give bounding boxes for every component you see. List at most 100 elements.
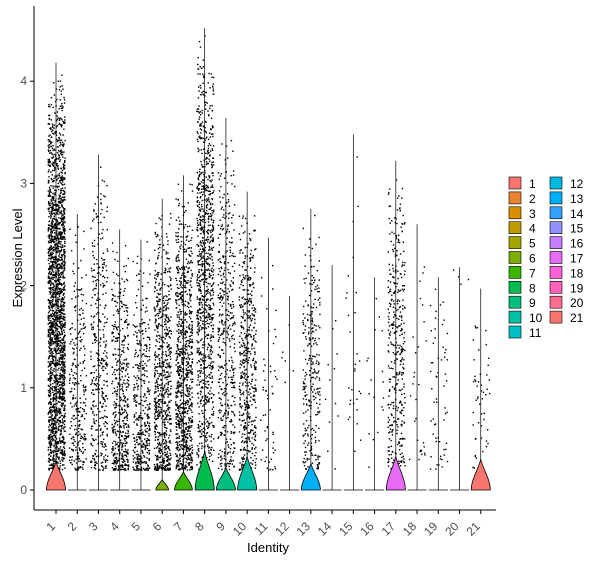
data-point: [122, 382, 125, 384]
data-point: [181, 418, 183, 421]
data-point: [177, 325, 179, 328]
data-point: [93, 376, 95, 379]
data-point: [122, 349, 124, 352]
data-point: [50, 136, 53, 138]
data-point: [191, 392, 193, 394]
data-point: [164, 270, 166, 272]
data-point: [64, 160, 66, 163]
data-point: [61, 215, 63, 217]
data-point: [168, 365, 171, 368]
data-point: [148, 403, 151, 406]
data-point: [177, 241, 180, 243]
data-point: [127, 464, 130, 466]
data-point: [57, 268, 59, 270]
data-point: [54, 375, 56, 377]
data-point: [49, 106, 51, 108]
data-point: [101, 431, 103, 434]
data-point: [64, 453, 66, 455]
data-point: [64, 167, 66, 169]
data-point: [155, 403, 157, 406]
data-point: [49, 339, 52, 342]
data-point: [168, 458, 170, 460]
data-point: [159, 317, 162, 319]
data-point: [60, 150, 62, 152]
data-point: [165, 319, 167, 322]
data-point: [92, 342, 94, 344]
data-point: [146, 437, 148, 440]
data-point: [53, 235, 56, 238]
data-point: [166, 257, 168, 259]
data-point: [52, 322, 54, 325]
data-point: [163, 423, 165, 425]
data-point: [60, 292, 62, 294]
data-point: [119, 365, 121, 367]
data-point: [111, 427, 113, 429]
data-point: [178, 408, 180, 410]
data-point: [52, 369, 54, 371]
data-point: [53, 180, 55, 182]
data-point: [59, 145, 61, 147]
data-point: [136, 325, 138, 328]
data-point: [185, 258, 188, 260]
data-point: [52, 459, 54, 461]
data-point: [134, 394, 136, 396]
data-point: [60, 300, 62, 302]
data-point: [115, 456, 117, 459]
data-point: [114, 323, 116, 326]
data-point: [168, 348, 171, 350]
data-point: [114, 258, 116, 261]
data-point: [50, 191, 52, 194]
data-point: [53, 197, 55, 200]
data-point: [167, 459, 169, 461]
data-point: [147, 415, 150, 418]
data-point: [49, 395, 51, 397]
data-point: [57, 236, 59, 238]
data-point: [64, 267, 66, 270]
data-point: [157, 363, 159, 365]
data-point: [51, 315, 53, 317]
data-point: [51, 321, 54, 323]
data-point: [52, 185, 54, 187]
data-point: [53, 324, 55, 326]
data-point: [103, 262, 105, 264]
data-point: [169, 276, 171, 278]
data-point: [63, 416, 65, 418]
data-point: [81, 415, 84, 417]
data-point: [54, 158, 56, 161]
data-point: [51, 265, 54, 267]
data-point: [154, 433, 156, 436]
data-point: [48, 193, 50, 195]
data-point: [120, 398, 123, 401]
data-point: [49, 202, 51, 204]
data-point: [79, 440, 81, 442]
data-point: [136, 274, 138, 277]
data-point: [59, 393, 61, 395]
data-point: [177, 238, 180, 241]
data-point: [61, 273, 63, 276]
data-point: [58, 295, 61, 298]
data-point: [57, 177, 59, 179]
data-point: [62, 339, 64, 341]
data-point: [100, 321, 102, 323]
data-point: [49, 266, 51, 268]
data-point: [53, 387, 56, 389]
data-point: [115, 337, 117, 340]
data-point: [149, 467, 151, 469]
data-point: [165, 414, 168, 417]
data-point: [164, 418, 166, 420]
data-point: [140, 466, 143, 468]
data-point: [73, 290, 76, 292]
data-point: [187, 373, 189, 376]
data-point: [141, 445, 143, 448]
data-point: [175, 364, 177, 366]
data-point: [50, 374, 52, 376]
data-point: [186, 412, 189, 415]
data-point: [51, 328, 53, 330]
data-point: [81, 277, 83, 279]
data-point: [53, 449, 56, 452]
data-point: [59, 333, 62, 336]
data-point: [167, 332, 169, 334]
data-point: [158, 272, 160, 274]
data-point: [91, 425, 94, 428]
data-point: [51, 387, 53, 390]
